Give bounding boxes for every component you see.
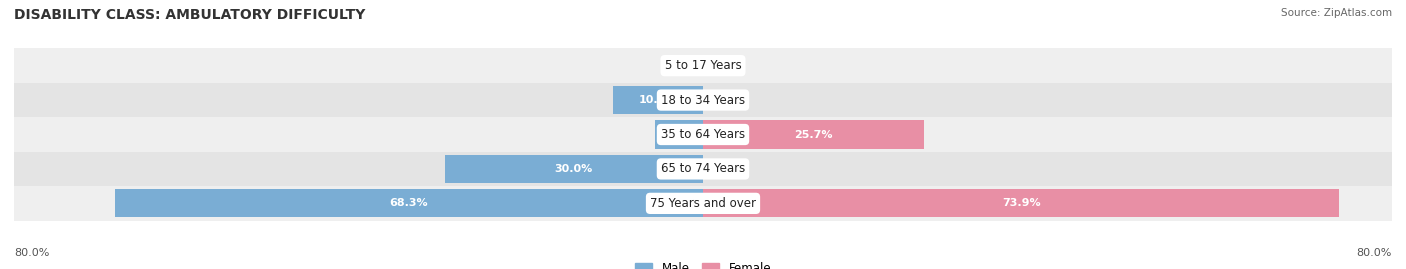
Text: DISABILITY CLASS: AMBULATORY DIFFICULTY: DISABILITY CLASS: AMBULATORY DIFFICULTY — [14, 8, 366, 22]
Bar — [14, 83, 1392, 117]
Bar — [444, 155, 703, 183]
Bar — [703, 189, 1340, 217]
Text: 65 to 74 Years: 65 to 74 Years — [661, 162, 745, 175]
Bar — [703, 121, 924, 148]
Text: 25.7%: 25.7% — [794, 129, 832, 140]
Text: 0.0%: 0.0% — [711, 164, 740, 174]
Text: 0.0%: 0.0% — [666, 61, 695, 71]
Text: 80.0%: 80.0% — [1357, 248, 1392, 258]
Text: Source: ZipAtlas.com: Source: ZipAtlas.com — [1281, 8, 1392, 18]
Text: 75 Years and over: 75 Years and over — [650, 197, 756, 210]
Text: 10.5%: 10.5% — [638, 95, 676, 105]
Bar — [14, 48, 1392, 83]
Text: 5 to 17 Years: 5 to 17 Years — [665, 59, 741, 72]
Text: 35 to 64 Years: 35 to 64 Years — [661, 128, 745, 141]
Bar — [14, 117, 1392, 152]
Text: 30.0%: 30.0% — [555, 164, 593, 174]
Text: 0.0%: 0.0% — [711, 61, 740, 71]
Text: 0.0%: 0.0% — [711, 95, 740, 105]
Text: 80.0%: 80.0% — [14, 248, 49, 258]
Bar — [14, 186, 1392, 221]
Bar — [115, 189, 703, 217]
Legend: Male, Female: Male, Female — [634, 262, 772, 269]
Text: 18 to 34 Years: 18 to 34 Years — [661, 94, 745, 107]
Text: 73.9%: 73.9% — [1002, 198, 1040, 208]
Text: 68.3%: 68.3% — [389, 198, 429, 208]
Bar — [14, 152, 1392, 186]
Text: 5.6%: 5.6% — [664, 129, 695, 140]
Bar — [655, 121, 703, 148]
Bar — [613, 86, 703, 114]
